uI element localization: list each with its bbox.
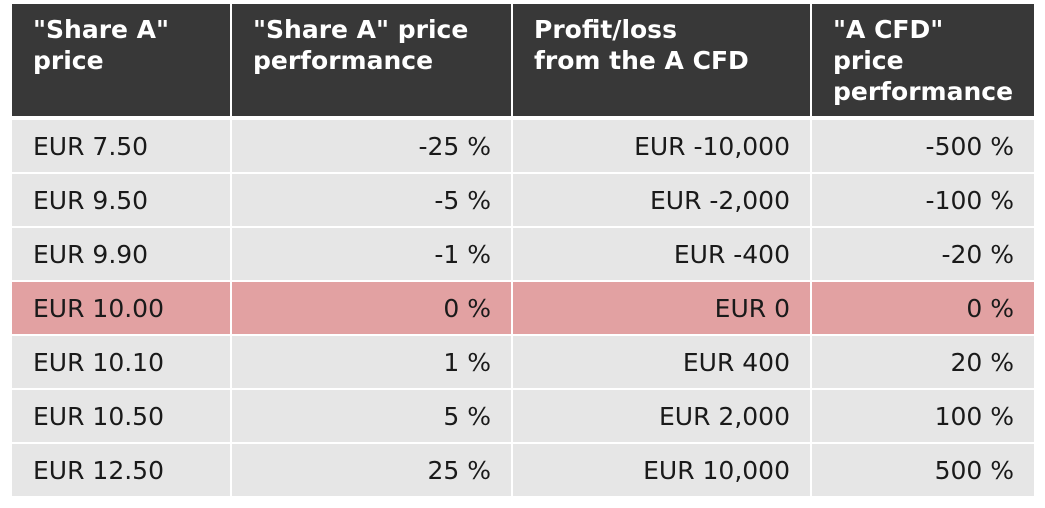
table-cell-cfd-profit-loss: EUR -400 — [513, 228, 810, 280]
table-cell-share-price: EUR 10.10 — [12, 336, 230, 388]
table-cell-share-price-highlighted: EUR 10.00 — [12, 282, 230, 334]
cfd-price-table: "Share A" price "Share A" price performa… — [12, 4, 1034, 498]
table-cell-share-performance: 25 % — [232, 444, 511, 496]
table-cell-share-performance: -1 % — [232, 228, 511, 280]
table-cell-cfd-profit-loss: EUR -10,000 — [513, 120, 810, 172]
table-cell-cfd-profit-loss-highlighted: EUR 0 — [513, 282, 810, 334]
table-cell-share-performance: -25 % — [232, 120, 511, 172]
table-cell-cfd-performance: 100 % — [812, 390, 1034, 442]
header-share-performance: "Share A" price performance — [232, 4, 511, 116]
table-cell-cfd-profit-loss: EUR 10,000 — [513, 444, 810, 496]
table-cell-cfd-performance: -20 % — [812, 228, 1034, 280]
table-cell-share-performance: 1 % — [232, 336, 511, 388]
header-cfd-performance: "A CFD" price performance — [812, 4, 1034, 116]
table-cell-cfd-performance: 500 % — [812, 444, 1034, 496]
table-cell-cfd-performance: 20 % — [812, 336, 1034, 388]
table-cell-cfd-performance: -100 % — [812, 174, 1034, 226]
table-cell-share-price: EUR 7.50 — [12, 120, 230, 172]
table-cell-share-price: EUR 9.90 — [12, 228, 230, 280]
header-cfd-profit-loss: Profit/loss from the A CFD — [513, 4, 810, 116]
table-cell-cfd-profit-loss: EUR -2,000 — [513, 174, 810, 226]
table-cell-share-price: EUR 10.50 — [12, 390, 230, 442]
table-cell-cfd-performance: -500 % — [812, 120, 1034, 172]
table-cell-share-performance-highlighted: 0 % — [232, 282, 511, 334]
table-cell-cfd-performance-highlighted: 0 % — [812, 282, 1034, 334]
table-cell-share-performance: 5 % — [232, 390, 511, 442]
table-cell-cfd-profit-loss: EUR 400 — [513, 336, 810, 388]
table-cell-share-price: EUR 12.50 — [12, 444, 230, 496]
table-cell-share-performance: -5 % — [232, 174, 511, 226]
header-share-price: "Share A" price — [12, 4, 230, 116]
table-cell-share-price: EUR 9.50 — [12, 174, 230, 226]
table-cell-cfd-profit-loss: EUR 2,000 — [513, 390, 810, 442]
